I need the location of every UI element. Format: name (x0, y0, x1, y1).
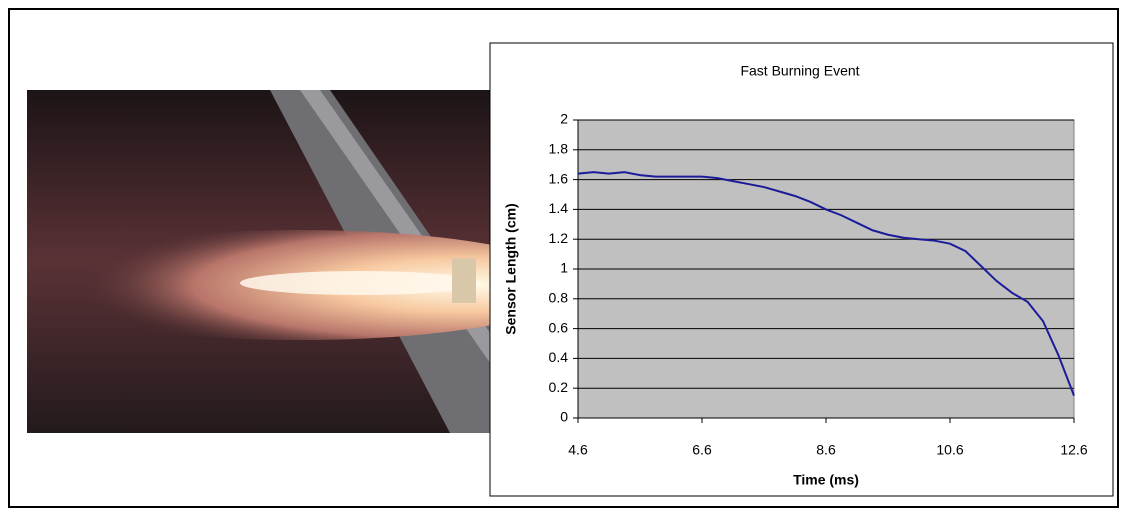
data-line (577, 171, 1075, 397)
y-tick-label: 0.2 (549, 379, 569, 395)
y-axis-label: Sensor Length (cm) (503, 203, 519, 334)
y-tick-label: 1 (560, 260, 568, 276)
y-tick-label: 0 (560, 409, 568, 425)
chart-title: Fast Burning Event (740, 63, 859, 79)
photo (20, 90, 580, 433)
x-tick-label: 8.6 (816, 442, 836, 458)
y-tick-label: 2 (560, 111, 568, 127)
y-tick-label: 1.4 (549, 200, 569, 216)
x-tick-label: 6.6 (692, 442, 712, 458)
y-tick-label: 0.6 (549, 319, 569, 335)
x-tick-label: 10.6 (936, 442, 963, 458)
x-axis-label: Time (ms) (793, 472, 859, 488)
y-tick-label: 1.6 (549, 170, 569, 186)
y-tick-label: 1.8 (549, 141, 569, 157)
y-tick-label: 0.4 (549, 349, 569, 365)
x-tick-label: 4.6 (568, 442, 588, 458)
x-tick-label: 12.6 (1060, 442, 1087, 458)
y-tick-label: 1.2 (549, 230, 569, 246)
y-tick-label: 0.8 (549, 290, 569, 306)
